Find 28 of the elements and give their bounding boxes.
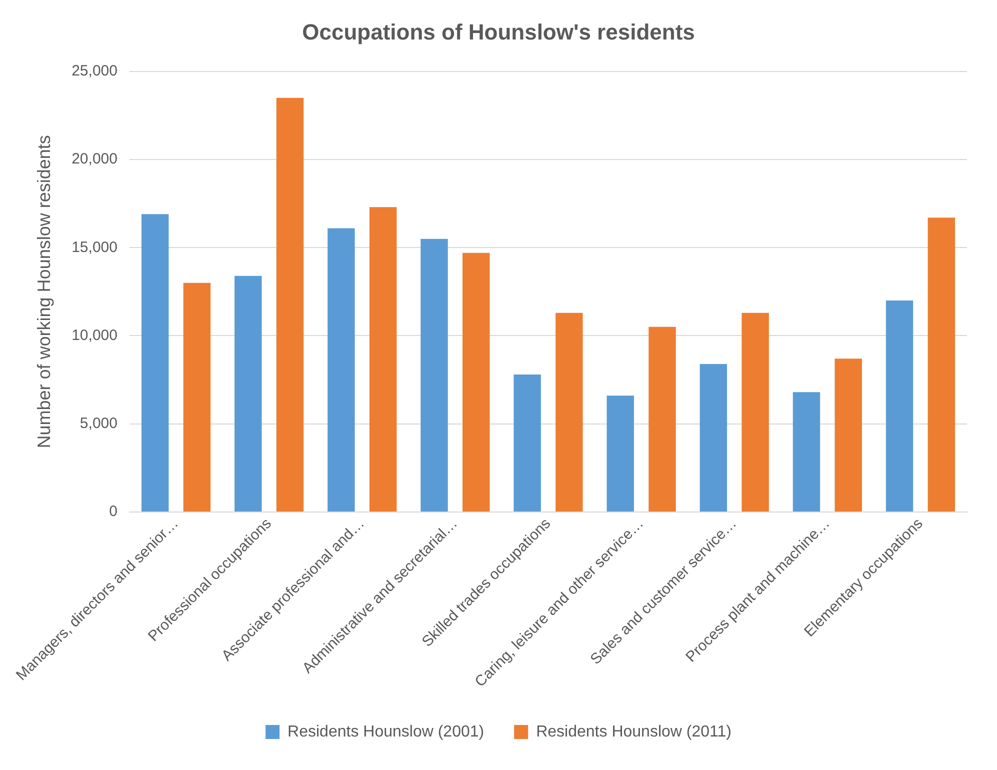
bar [556,312,583,512]
bar [928,218,956,512]
bar [276,98,304,512]
bar [700,364,728,512]
y-tick-label: 25,000 [72,62,118,80]
bar [742,312,769,512]
bar [234,276,262,512]
legend-label: Residents Hounslow (2001) [288,723,484,740]
bar [462,252,490,512]
bar [606,396,634,512]
bar [369,207,397,512]
y-tick-label: 5,000 [80,415,118,432]
y-tick-label: 15,000 [72,238,118,256]
y-axis-title: Number of working Hounslow residents [34,135,54,448]
bar [420,238,448,512]
chart-title: Occupations of Hounslow's residents [302,19,695,44]
bar [514,374,541,512]
bar [648,326,676,512]
bar [141,214,169,512]
bar [834,358,862,512]
y-tick-label: 20,000 [72,150,118,168]
y-tick-label: 0 [109,503,118,520]
bar [886,300,914,512]
legend-label: Residents Hounslow (2011) [536,723,732,740]
bar [183,282,211,512]
bar [792,392,820,512]
y-tick-label: 10,000 [72,326,118,344]
bar [328,228,355,512]
